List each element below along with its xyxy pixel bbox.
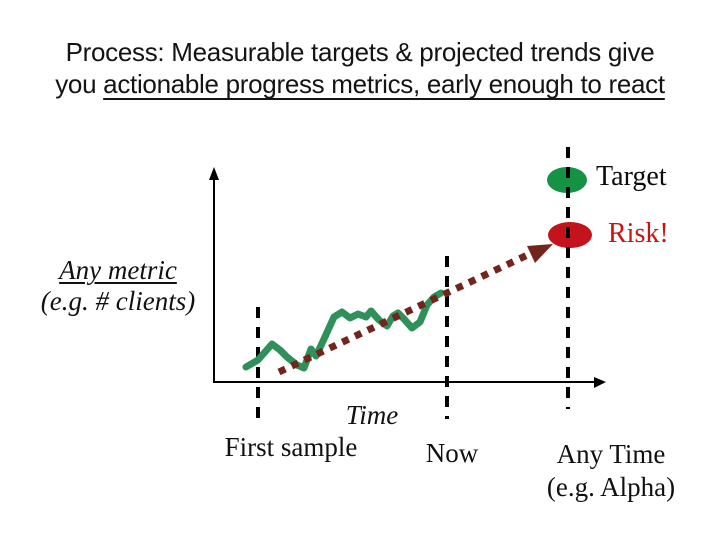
slide-title: Process: Measurable targets & projected …: [15, 36, 705, 100]
title-line-2: you actionable progress metrics, early e…: [15, 68, 705, 100]
title-line-1: Process: Measurable targets & projected …: [65, 37, 655, 67]
target-label: Target: [596, 161, 667, 192]
y-axis-label-line-2: (e.g. # clients): [40, 286, 196, 316]
title-line-2-underlined: actionable progress metrics, early enoug…: [103, 69, 665, 99]
y-axis-label-line-1: Any metric: [59, 255, 177, 285]
trend-arrowhead: [527, 244, 553, 263]
tick-label-any-time-line-2: (e.g. Alpha): [546, 472, 676, 502]
tick-label-any-time-line-1: Any Time: [556, 439, 666, 469]
trend-line: [277, 247, 538, 376]
x-axis-arrowhead: [594, 377, 606, 388]
tick-label-first-sample: First sample: [224, 432, 358, 462]
y-axis-label: Any metric (e.g. # clients): [20, 255, 216, 317]
x-axis-label: Time: [345, 400, 399, 430]
tick-label-any-time: Any Time (e.g. Alpha): [531, 438, 691, 504]
tick-label-now: Now: [425, 438, 479, 468]
y-axis-arrowhead: [209, 167, 219, 180]
target-ellipse: [547, 167, 587, 193]
metric-line: [242, 289, 445, 372]
risk-label: Risk!: [608, 218, 669, 249]
title-line-2-prefix: you: [55, 69, 104, 99]
